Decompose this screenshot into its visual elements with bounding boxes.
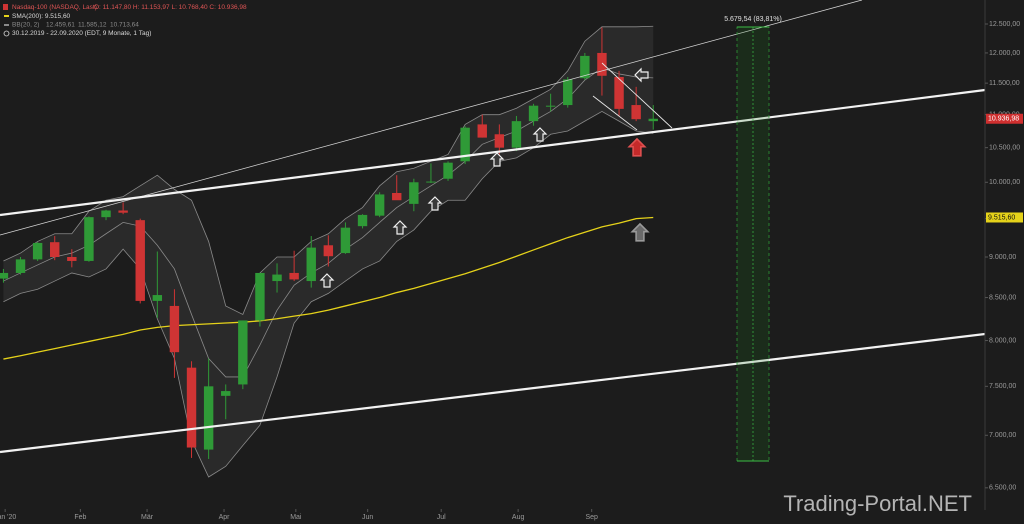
clock-icon: [3, 30, 10, 37]
symbol-icon: [3, 4, 8, 10]
candle-body: [323, 245, 334, 257]
candle-body: [221, 391, 231, 396]
bb-swatch: [4, 24, 9, 26]
header: Nasdaq-100 (NASDAQ, Last) O: 11.147,80 H…: [3, 4, 247, 37]
candle-body: [15, 259, 26, 273]
bollinger-upper: [3, 25, 654, 315]
candle-body: [0, 272, 9, 279]
x-tick-label: Jan '20: [0, 514, 16, 521]
candle-body: [477, 124, 487, 138]
date-range: 30.12.2019 - 22.09.2020 (EDT, 9 Monate, …: [12, 30, 151, 37]
x-tick-label: Apr: [219, 514, 231, 521]
bb-middle: 11.585,12: [78, 22, 107, 29]
bollinger-lower: [3, 110, 654, 478]
sma-swatch: [4, 15, 9, 17]
candle-body: [340, 227, 351, 254]
candle-body: [460, 127, 470, 162]
bb-lower: 10.713,64: [110, 22, 139, 29]
y-tick-label: 8.500,00: [989, 294, 1016, 301]
trend-line: [0, 332, 986, 454]
x-tick-label: Aug: [512, 514, 525, 521]
y-tick-label: 12.500,00: [989, 21, 1020, 28]
ohlc: O: 11.147,80 H: 11.153,97 L: 10.768,40 C…: [94, 4, 247, 11]
bb-legend: BB(20, 2): [12, 22, 39, 29]
sma-price-box: [986, 212, 1023, 223]
x-tick-label: Jun: [362, 514, 373, 521]
candle-body: [614, 76, 624, 109]
trend-line: [601, 62, 673, 129]
measure-box: 5.679,54 (83,81%): [724, 16, 782, 462]
candle-body: [357, 214, 368, 227]
candle-body: [545, 105, 556, 107]
candle-body: [238, 320, 248, 385]
candle-body: [374, 194, 385, 216]
x-tick-label: Sep: [585, 514, 598, 521]
y-tick-label: 9.000,00: [989, 254, 1016, 261]
candle-body: [528, 105, 539, 122]
trend-lines: [0, 0, 986, 454]
title: Nasdaq-100 (NASDAQ, Last): [12, 4, 97, 11]
candle-body: [50, 242, 60, 258]
candle-body: [511, 121, 522, 148]
candle-body: [443, 162, 453, 179]
candle-body: [648, 118, 658, 122]
sma-price-label: 9.515,60: [988, 214, 1015, 221]
y-tick-label: 6.500,00: [989, 485, 1016, 492]
y-tick-label: 7.500,00: [989, 383, 1016, 390]
candle-body: [169, 305, 180, 353]
candle-body: [203, 386, 214, 450]
trend-line: [0, 88, 986, 217]
x-tick-label: Jul: [437, 514, 446, 521]
watermark: Trading-Portal.NET: [783, 491, 972, 516]
trend-line: [592, 95, 638, 131]
candle-body: [255, 272, 265, 321]
candle-body: [426, 181, 436, 183]
y-tick-label: 10.500,00: [989, 145, 1020, 152]
candle-body: [186, 367, 197, 448]
candle-body: [32, 242, 43, 260]
x-tick-label: Mär: [141, 514, 154, 521]
sma-legend: SMA(200): 9.515,60: [12, 13, 71, 20]
candle-body: [272, 274, 282, 282]
sma-line: [3, 216, 654, 360]
candle-body: [580, 55, 590, 79]
candle-body: [152, 295, 163, 301]
y-tick-label: 8.000,00: [989, 337, 1016, 344]
candle-body: [84, 217, 94, 261]
candle-body: [631, 105, 641, 120]
candle-body: [289, 272, 299, 280]
last-price-box: [986, 113, 1023, 124]
x-tick-label: Mai: [290, 514, 302, 521]
y-tick-label: 11.500,00: [989, 80, 1020, 87]
candle-body: [67, 257, 77, 261]
candle-body: [563, 79, 573, 106]
measure-label: 5.679,54 (83,81%): [724, 16, 782, 23]
candle-body: [392, 192, 402, 201]
price-axis-bg: [985, 0, 1024, 524]
bb-upper: 12.459,61: [46, 22, 75, 29]
candle-body: [409, 182, 419, 204]
y-tick-label: 12.000,00: [989, 50, 1020, 57]
candle-body: [118, 210, 128, 213]
y-tick-label: 7.000,00: [989, 432, 1016, 439]
candle-body: [135, 220, 145, 301]
x-tick-label: Feb: [74, 514, 86, 521]
candle-body: [494, 134, 505, 148]
candle-body: [306, 247, 316, 282]
candle-body: [101, 210, 111, 218]
y-tick-label: 10.000,00: [989, 179, 1020, 186]
candle-body: [597, 52, 607, 76]
last-price-label: 10.936,98: [988, 116, 1019, 123]
